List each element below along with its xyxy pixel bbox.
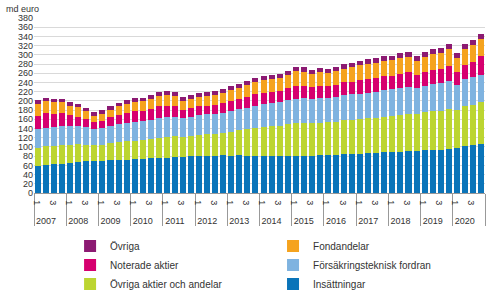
svg-text:2020: 2020 bbox=[455, 216, 475, 226]
svg-text:Övriga aktier och andelar: Övriga aktier och andelar bbox=[110, 279, 222, 290]
svg-text:3: 3 bbox=[305, 200, 315, 205]
svg-text:1: 1 bbox=[289, 200, 299, 205]
svg-text:1: 1 bbox=[354, 200, 364, 205]
svg-text:3: 3 bbox=[338, 200, 348, 205]
svg-text:360: 360 bbox=[18, 22, 33, 32]
svg-text:0: 0 bbox=[28, 188, 33, 198]
svg-text:1: 1 bbox=[160, 200, 170, 205]
svg-text:2011: 2011 bbox=[165, 216, 184, 226]
svg-text:3: 3 bbox=[209, 200, 219, 205]
svg-text:340: 340 bbox=[18, 32, 33, 42]
svg-text:3: 3 bbox=[241, 200, 251, 205]
svg-text:300: 300 bbox=[18, 50, 33, 60]
svg-text:1: 1 bbox=[32, 200, 42, 205]
svg-text:Övriga: Övriga bbox=[110, 241, 140, 252]
svg-text:3: 3 bbox=[370, 200, 380, 205]
svg-text:1: 1 bbox=[418, 200, 428, 205]
svg-text:3: 3 bbox=[273, 200, 283, 205]
svg-text:3: 3 bbox=[80, 200, 90, 205]
svg-text:2009: 2009 bbox=[100, 216, 120, 226]
svg-text:2014: 2014 bbox=[262, 216, 282, 226]
svg-text:160: 160 bbox=[18, 114, 33, 124]
svg-text:40: 40 bbox=[23, 170, 33, 180]
svg-text:3: 3 bbox=[112, 200, 122, 205]
svg-text:2017: 2017 bbox=[358, 216, 378, 226]
svg-text:1: 1 bbox=[386, 200, 396, 205]
svg-text:2013: 2013 bbox=[229, 216, 249, 226]
svg-text:3: 3 bbox=[48, 200, 58, 205]
svg-text:Insättningar: Insättningar bbox=[313, 279, 366, 290]
svg-text:1: 1 bbox=[96, 200, 106, 205]
svg-text:2008: 2008 bbox=[68, 216, 88, 226]
svg-text:2019: 2019 bbox=[423, 216, 443, 226]
svg-text:3: 3 bbox=[176, 200, 186, 205]
svg-text:2015: 2015 bbox=[294, 216, 314, 226]
svg-text:1: 1 bbox=[128, 200, 138, 205]
svg-text:1: 1 bbox=[193, 200, 203, 205]
svg-text:100: 100 bbox=[18, 142, 33, 152]
svg-text:2016: 2016 bbox=[326, 216, 346, 226]
svg-text:1: 1 bbox=[257, 200, 267, 205]
svg-text:Fondandelar: Fondandelar bbox=[313, 241, 370, 252]
svg-text:2012: 2012 bbox=[197, 216, 217, 226]
svg-text:2018: 2018 bbox=[390, 216, 410, 226]
svg-text:80: 80 bbox=[23, 151, 33, 161]
svg-text:Noterade aktier: Noterade aktier bbox=[110, 260, 179, 271]
svg-text:120: 120 bbox=[18, 133, 33, 143]
svg-text:1: 1 bbox=[321, 200, 331, 205]
svg-text:200: 200 bbox=[18, 96, 33, 106]
svg-text:180: 180 bbox=[18, 105, 33, 115]
svg-text:60: 60 bbox=[23, 161, 33, 171]
svg-text:3: 3 bbox=[144, 200, 154, 205]
svg-text:280: 280 bbox=[18, 59, 33, 69]
svg-text:380: 380 bbox=[18, 13, 33, 23]
svg-text:1: 1 bbox=[225, 200, 235, 205]
svg-text:20: 20 bbox=[23, 179, 33, 189]
svg-text:2007: 2007 bbox=[36, 216, 56, 226]
svg-text:1: 1 bbox=[64, 200, 74, 205]
svg-text:2010: 2010 bbox=[133, 216, 153, 226]
svg-text:240: 240 bbox=[18, 78, 33, 88]
svg-text:220: 220 bbox=[18, 87, 33, 97]
svg-text:md euro: md euro bbox=[6, 4, 39, 14]
svg-text:3: 3 bbox=[402, 200, 412, 205]
svg-text:3: 3 bbox=[466, 200, 476, 205]
svg-text:Försäkringsteknisk fordran: Försäkringsteknisk fordran bbox=[313, 260, 431, 271]
svg-text:260: 260 bbox=[18, 68, 33, 78]
svg-text:140: 140 bbox=[18, 124, 33, 134]
svg-text:320: 320 bbox=[18, 41, 33, 51]
svg-text:1: 1 bbox=[450, 200, 460, 205]
svg-text:3: 3 bbox=[434, 200, 444, 205]
